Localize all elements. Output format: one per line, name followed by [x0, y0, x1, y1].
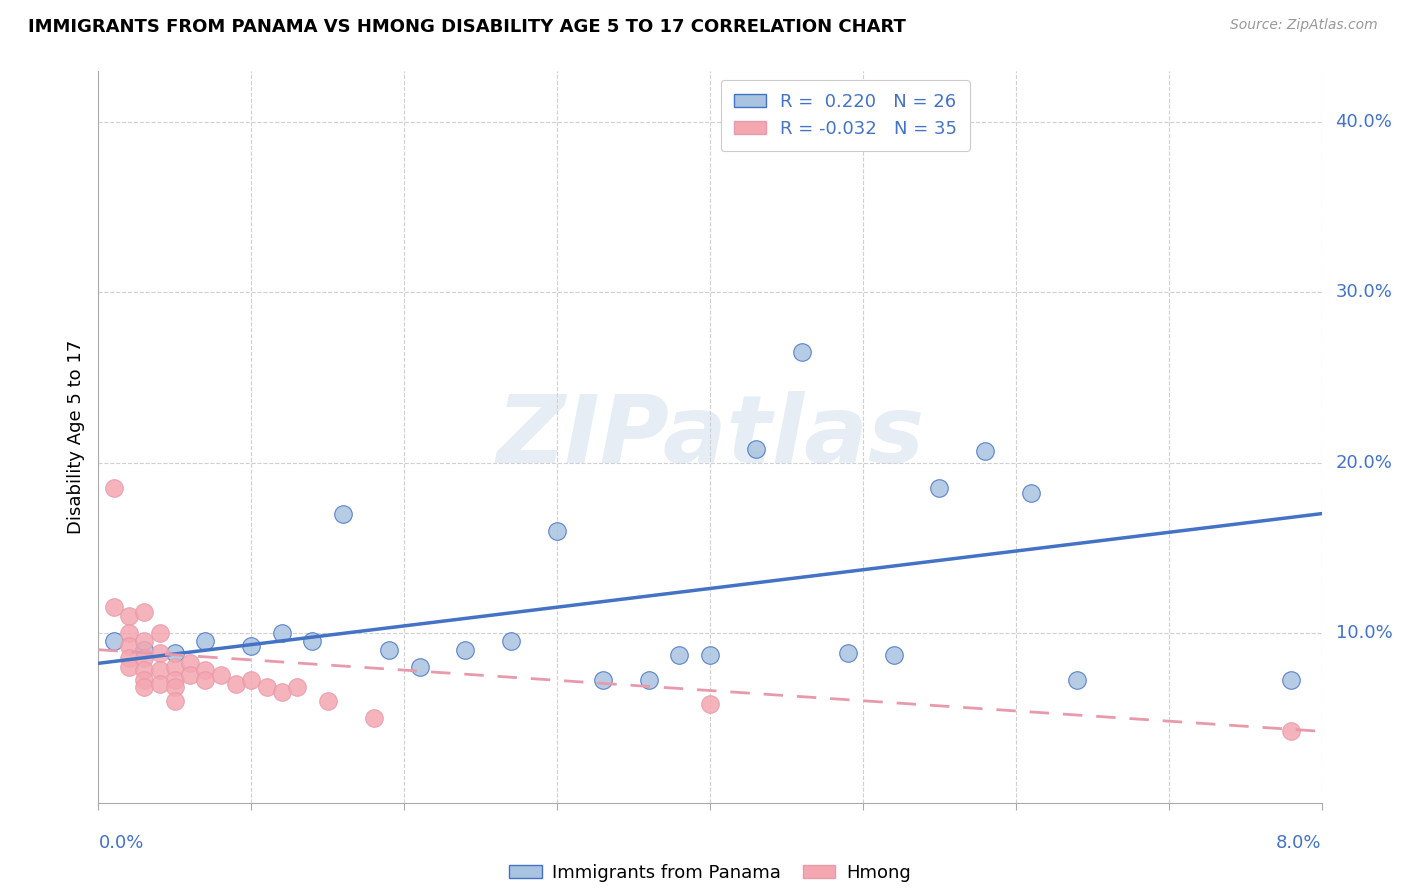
Point	[225, 677, 247, 691]
Text: IMMIGRANTS FROM PANAMA VS HMONG DISABILITY AGE 5 TO 17 CORRELATION CHART: IMMIGRANTS FROM PANAMA VS HMONG DISABILI…	[28, 18, 905, 36]
Point	[163, 659, 186, 673]
Point	[103, 600, 125, 615]
Point	[163, 646, 186, 660]
Point	[301, 634, 323, 648]
Point	[194, 634, 217, 648]
Text: ZIPatlas: ZIPatlas	[496, 391, 924, 483]
Point	[1279, 724, 1302, 739]
Point	[790, 345, 813, 359]
Point	[974, 443, 997, 458]
Point	[837, 646, 859, 660]
Text: Source: ZipAtlas.com: Source: ZipAtlas.com	[1230, 18, 1378, 32]
Point	[118, 640, 141, 654]
Point	[270, 625, 294, 640]
Point	[240, 640, 263, 654]
Point	[179, 657, 201, 671]
Point	[163, 680, 186, 694]
Point	[501, 634, 523, 648]
Point	[118, 625, 141, 640]
Y-axis label: Disability Age 5 to 17: Disability Age 5 to 17	[67, 340, 86, 534]
Point	[546, 524, 568, 538]
Point	[103, 634, 125, 648]
Point	[637, 673, 661, 688]
Point	[883, 648, 905, 662]
Point	[270, 685, 294, 699]
Point	[1066, 673, 1088, 688]
Point	[699, 648, 721, 662]
Point	[285, 680, 308, 694]
Point	[134, 642, 156, 657]
Point	[134, 680, 156, 694]
Point	[149, 663, 172, 677]
Point	[378, 642, 401, 657]
Point	[745, 442, 768, 456]
Text: 30.0%: 30.0%	[1336, 284, 1392, 301]
Point	[118, 608, 141, 623]
Point	[163, 694, 186, 708]
Legend: Immigrants from Panama, Hmong: Immigrants from Panama, Hmong	[502, 856, 918, 888]
Text: 0.0%: 0.0%	[98, 834, 143, 852]
Point	[179, 668, 201, 682]
Point	[256, 680, 278, 694]
Point	[240, 673, 263, 688]
Point	[454, 642, 477, 657]
Point	[134, 634, 156, 648]
Point	[1019, 486, 1042, 500]
Point	[118, 659, 141, 673]
Point	[194, 663, 217, 677]
Point	[668, 648, 690, 662]
Point	[699, 697, 721, 711]
Point	[408, 659, 430, 673]
Point	[149, 625, 172, 640]
Point	[103, 481, 125, 495]
Point	[134, 663, 156, 677]
Point	[149, 677, 172, 691]
Point	[134, 673, 156, 688]
Point	[134, 605, 156, 619]
Point	[928, 481, 950, 495]
Point	[332, 507, 354, 521]
Point	[194, 673, 217, 688]
Point	[149, 646, 172, 660]
Text: 20.0%: 20.0%	[1336, 454, 1392, 472]
Point	[209, 668, 232, 682]
Point	[134, 651, 156, 665]
Point	[592, 673, 614, 688]
Text: 40.0%: 40.0%	[1336, 113, 1392, 131]
Text: 8.0%: 8.0%	[1277, 834, 1322, 852]
Point	[163, 673, 186, 688]
Point	[1279, 673, 1302, 688]
Point	[316, 694, 339, 708]
Point	[363, 711, 385, 725]
Text: 10.0%: 10.0%	[1336, 624, 1392, 641]
Point	[118, 651, 141, 665]
